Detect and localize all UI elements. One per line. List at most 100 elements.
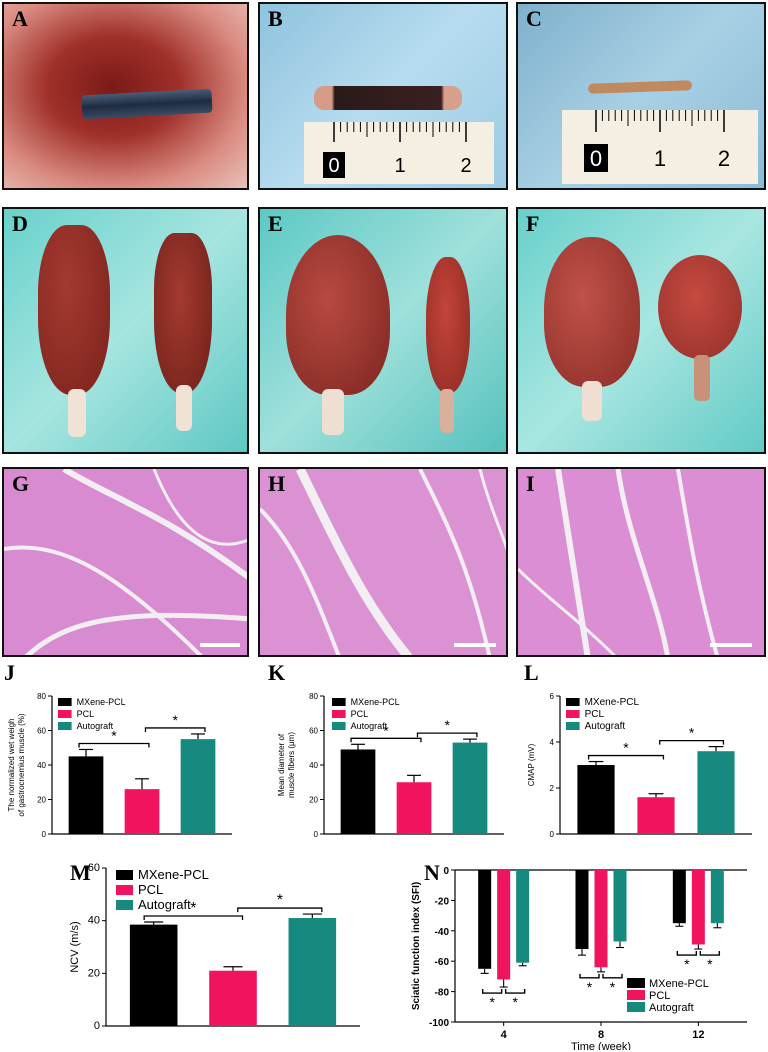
y-axis-label: NCV (m/s) xyxy=(69,921,81,972)
significance-star: * xyxy=(623,740,629,756)
panel-label-h: H xyxy=(268,471,286,496)
legend-label: PCL xyxy=(77,709,95,719)
y-tick-label: 80 xyxy=(37,692,46,701)
histology-fibers xyxy=(4,469,247,655)
bar-mxene-pcl xyxy=(672,870,686,924)
legend-swatch xyxy=(566,698,580,706)
legend-swatch xyxy=(116,870,133,880)
panel-label-e: E xyxy=(268,211,283,236)
panel-label-b: B xyxy=(268,6,283,31)
significance-star: * xyxy=(277,892,283,909)
significance-star: * xyxy=(489,994,495,1010)
y-tick-label: 2 xyxy=(550,784,555,793)
panel-label-a: A xyxy=(12,6,28,31)
ruler-label-0: 0 xyxy=(328,155,339,177)
y-axis-label: of gastrocnemius muscle (%) xyxy=(17,713,26,816)
panel-label-g: G xyxy=(12,471,30,496)
y-tick-label: 60 xyxy=(88,862,100,874)
tendon-right xyxy=(440,389,454,433)
ruler-ticks: 0 1 2 xyxy=(323,122,472,178)
ruler-label-2: 2 xyxy=(718,146,730,171)
legend-label: MXene-PCL xyxy=(649,978,709,990)
muscle-right xyxy=(658,255,742,359)
y-tick-label: 0 xyxy=(314,830,319,839)
y-tick-label: -20 xyxy=(435,896,450,907)
significance-bracket xyxy=(699,951,721,956)
x-tick-label: 4 xyxy=(501,1029,508,1041)
legend-swatch xyxy=(332,710,346,718)
legend-swatch xyxy=(58,698,72,706)
y-tick-label: -60 xyxy=(435,957,450,968)
bar-pcl xyxy=(594,870,608,968)
x-tick-label: 12 xyxy=(692,1029,704,1041)
y-tick-label: 20 xyxy=(88,967,100,979)
bar-autograft xyxy=(288,918,337,1026)
significance-bracket xyxy=(416,732,478,738)
tendon-right xyxy=(176,385,192,431)
panel-label-d: D xyxy=(12,211,28,236)
significance-bracket xyxy=(676,951,698,956)
legend-label: Autograft xyxy=(77,721,114,731)
explanted-autograft xyxy=(587,80,693,94)
muscle-right xyxy=(426,257,470,393)
muscle-right xyxy=(154,233,212,393)
legend-label: Autograft xyxy=(138,897,191,912)
ruler-label-1: 1 xyxy=(654,146,666,171)
bar-pcl xyxy=(396,782,432,834)
significance-star: * xyxy=(111,727,117,743)
y-tick-label: -80 xyxy=(435,988,450,999)
bar-autograft xyxy=(180,739,216,834)
photo-panel-c: 0 1 2 C xyxy=(516,2,766,190)
significance-star: * xyxy=(587,979,593,995)
legend-swatch xyxy=(332,698,346,706)
bar-chart-fiber-diameter: 0 20 40 60 80 Mean diameter of muscle fibers (… xyxy=(277,692,504,839)
bar-autograft xyxy=(697,751,735,834)
legend-label: Autograft xyxy=(585,721,626,732)
photo-panel-b: 0 1 2 B xyxy=(258,2,508,190)
ruler-label-2: 2 xyxy=(460,155,471,177)
legend-swatch xyxy=(627,1002,645,1012)
panel-label-f: F xyxy=(526,211,540,236)
histology-panel-h: H xyxy=(258,467,508,657)
y-tick-label: 6 xyxy=(550,692,555,701)
significance-star: * xyxy=(689,725,695,741)
significance-bracket xyxy=(481,989,503,994)
legend-swatch xyxy=(58,710,72,718)
bar-chart-sfi: -100 -80 -60 -40 -20 0 Sciatic function index … xyxy=(411,866,747,1050)
y-axis-label: Sciatic function index (SFI) xyxy=(411,882,422,1010)
y-tick-label: 60 xyxy=(309,727,318,736)
bar-mxene-pcl xyxy=(129,924,178,1026)
significance-bracket xyxy=(504,989,526,994)
y-tick-label: 40 xyxy=(37,761,46,770)
y-tick-label: -40 xyxy=(435,927,450,938)
histology-fibers xyxy=(260,469,506,655)
significance-bracket xyxy=(237,907,323,913)
y-tick-label: 40 xyxy=(309,761,318,770)
ruler: 0 1 2 xyxy=(562,110,758,184)
bar-autograft xyxy=(710,870,724,924)
legend-swatch xyxy=(58,722,72,730)
nerve-conduit-graft xyxy=(81,88,213,120)
legend-label: PCL xyxy=(351,709,369,719)
bar-autograft xyxy=(452,742,488,834)
y-tick-label: 60 xyxy=(37,727,46,736)
significance-star: * xyxy=(610,979,616,995)
legend-swatch xyxy=(627,990,645,1000)
y-tick-label: -100 xyxy=(429,1018,449,1029)
muscle-left xyxy=(38,225,110,395)
bar-mxene-pcl xyxy=(340,749,376,834)
histology-fibers xyxy=(518,469,752,655)
y-tick-label: 0 xyxy=(42,830,47,839)
y-axis-label: muscle fibers (μm) xyxy=(287,732,296,798)
legend-swatch xyxy=(332,722,346,730)
bar-pcl xyxy=(124,789,160,834)
bar-mxene-pcl xyxy=(577,765,615,834)
y-axis-label: The normalized wet weigh xyxy=(7,719,16,812)
bar-mxene-pcl xyxy=(478,870,492,969)
legend-label: PCL xyxy=(649,990,670,1002)
y-tick-label: 80 xyxy=(309,692,318,701)
photo-panel-e: E xyxy=(258,207,508,454)
bar-mxene-pcl xyxy=(68,756,104,834)
y-tick-label: 40 xyxy=(88,915,100,927)
